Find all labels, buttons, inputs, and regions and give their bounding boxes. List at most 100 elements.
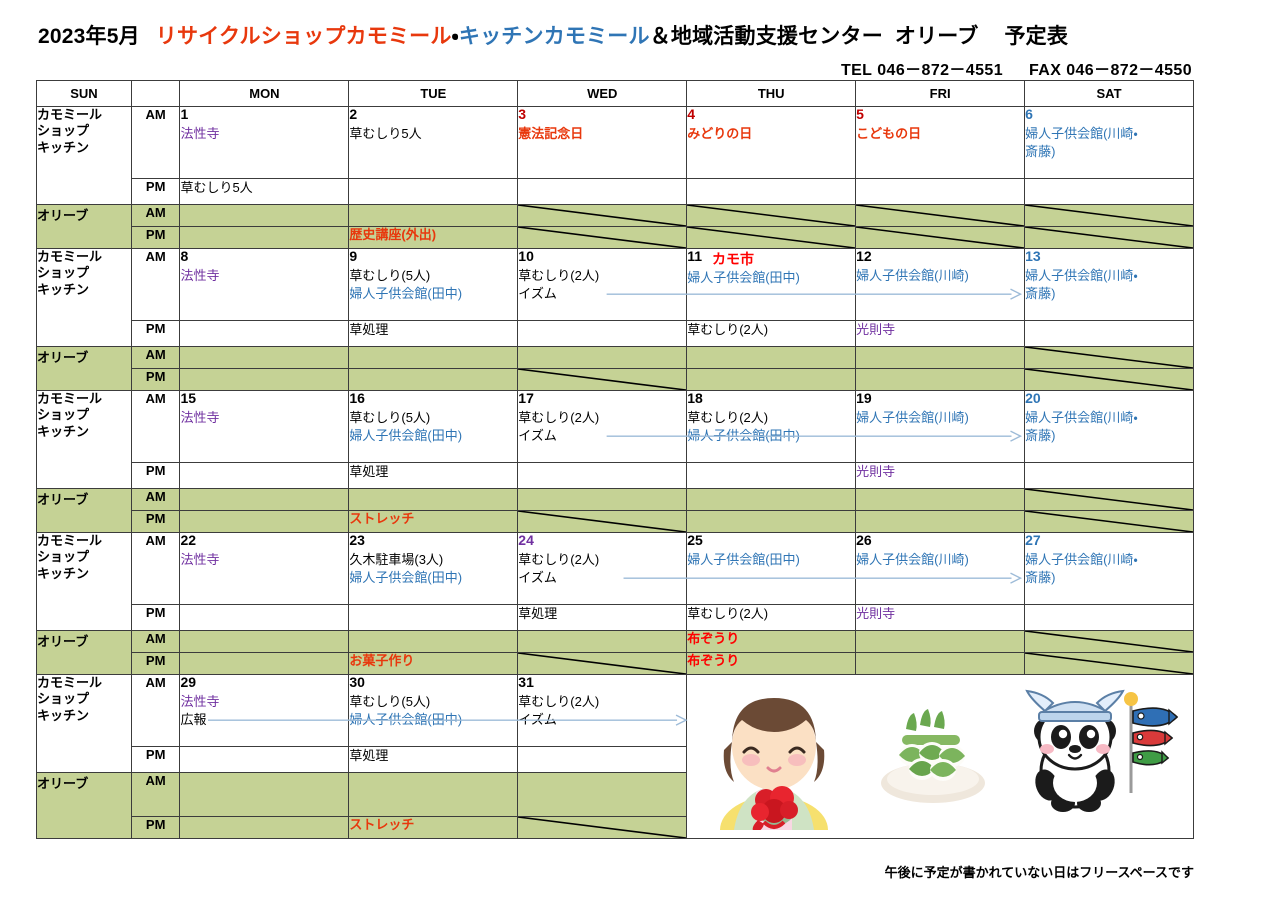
day-cell-am[interactable]: 27 婦人子供会館(川崎・ 斎藤): [1024, 532, 1194, 605]
day-cell-pm[interactable]: [686, 178, 857, 205]
olive-cell-am[interactable]: [348, 772, 519, 817]
day-cell-am[interactable]: 12 婦人子供会館(川崎): [855, 248, 1026, 321]
day-cell-am[interactable]: 11 カモ市 婦人子供会館(田中): [686, 248, 857, 321]
day-cell-am[interactable]: 26 婦人子供会館(川崎): [855, 532, 1026, 605]
day-cell-am[interactable]: 5 こどもの日: [855, 106, 1026, 179]
day-cell-pm[interactable]: 草むしり5人: [179, 178, 350, 205]
olive-cell-pm[interactable]: [517, 226, 688, 249]
olive-cell-am[interactable]: [348, 630, 519, 653]
olive-cell-pm[interactable]: [179, 816, 350, 839]
day-cell-am[interactable]: 8 法性寺: [179, 248, 350, 321]
day-cell-pm[interactable]: [517, 320, 688, 347]
olive-cell-am[interactable]: [348, 488, 519, 511]
olive-cell-am[interactable]: 布ぞうり: [686, 630, 857, 653]
olive-cell-am[interactable]: [517, 772, 688, 817]
olive-cell-pm[interactable]: [517, 652, 688, 675]
olive-cell-pm[interactable]: [1024, 226, 1194, 249]
day-cell-pm[interactable]: 草むしり(2人): [686, 320, 857, 347]
olive-cell-pm[interactable]: [855, 652, 1026, 675]
olive-cell-am[interactable]: [517, 630, 688, 653]
olive-cell-am[interactable]: [855, 204, 1026, 227]
day-cell-pm[interactable]: [179, 604, 350, 631]
olive-cell-pm[interactable]: [179, 226, 350, 249]
olive-cell-pm[interactable]: 布ぞうり: [686, 652, 857, 675]
olive-cell-am[interactable]: [686, 488, 857, 511]
olive-cell-am[interactable]: [348, 204, 519, 227]
day-cell-pm[interactable]: [1024, 178, 1194, 205]
olive-cell-pm[interactable]: [686, 226, 857, 249]
olive-cell-pm[interactable]: [517, 368, 688, 391]
day-cell-am[interactable]: 31 草むしり(2人) イズム: [517, 674, 688, 747]
day-cell-am[interactable]: 16 草むしり(5人) 婦人子供会館(田中): [348, 390, 519, 463]
day-cell-pm[interactable]: 光則寺: [855, 604, 1026, 631]
olive-cell-pm[interactable]: 歴史講座(外出): [348, 226, 519, 249]
day-cell-am[interactable]: 17 草むしり(2人) イズム: [517, 390, 688, 463]
olive-cell-am[interactable]: [517, 346, 688, 369]
day-cell-am[interactable]: 2 草むしり5人: [348, 106, 519, 179]
olive-cell-am[interactable]: [517, 204, 688, 227]
olive-cell-pm[interactable]: [348, 368, 519, 391]
day-cell-am[interactable]: 18 草むしり(2人) 婦人子供会館(田中): [686, 390, 857, 463]
day-cell-am[interactable]: 10 草むしり(2人) イズム: [517, 248, 688, 321]
olive-cell-am[interactable]: [517, 488, 688, 511]
olive-cell-am[interactable]: [855, 630, 1026, 653]
day-cell-pm[interactable]: 光則寺: [855, 320, 1026, 347]
day-cell-pm[interactable]: [179, 746, 350, 773]
day-cell-pm[interactable]: 草処理: [348, 462, 519, 489]
olive-cell-am[interactable]: [1024, 630, 1194, 653]
olive-cell-am[interactable]: [179, 346, 350, 369]
day-cell-pm[interactable]: [1024, 604, 1194, 631]
day-cell-am[interactable]: 9 草むしり(5人) 婦人子供会館(田中): [348, 248, 519, 321]
olive-cell-am[interactable]: [1024, 488, 1194, 511]
day-cell-am[interactable]: 19 婦人子供会館(川崎): [855, 390, 1026, 463]
olive-cell-pm[interactable]: ストレッチ: [348, 816, 519, 839]
day-cell-pm[interactable]: 草処理: [348, 746, 519, 773]
day-cell-pm[interactable]: 草処理: [348, 320, 519, 347]
day-cell-pm[interactable]: [855, 178, 1026, 205]
day-cell-pm[interactable]: [1024, 320, 1194, 347]
olive-cell-am[interactable]: [1024, 346, 1194, 369]
olive-cell-pm[interactable]: [855, 226, 1026, 249]
day-cell-am[interactable]: 4 みどりの日: [686, 106, 857, 179]
olive-cell-pm[interactable]: ストレッチ: [348, 510, 519, 533]
day-cell-pm[interactable]: [517, 462, 688, 489]
olive-cell-pm[interactable]: [179, 368, 350, 391]
day-cell-pm[interactable]: [686, 462, 857, 489]
day-cell-pm[interactable]: 草むしり(2人): [686, 604, 857, 631]
olive-cell-pm[interactable]: [179, 652, 350, 675]
day-cell-pm[interactable]: 草処理: [517, 604, 688, 631]
day-cell-am[interactable]: 30 草むしり(5人) 婦人子供会館(田中): [348, 674, 519, 747]
olive-cell-pm[interactable]: [1024, 368, 1194, 391]
day-cell-pm[interactable]: [179, 320, 350, 347]
olive-cell-pm[interactable]: [686, 368, 857, 391]
day-cell-am[interactable]: 20 婦人子供会館(川崎・ 斎藤): [1024, 390, 1194, 463]
day-cell-am[interactable]: 1 法性寺: [179, 106, 350, 179]
olive-cell-am[interactable]: [1024, 204, 1194, 227]
day-cell-pm[interactable]: 光則寺: [855, 462, 1026, 489]
olive-cell-am[interactable]: [855, 488, 1026, 511]
olive-cell-am[interactable]: [686, 346, 857, 369]
day-cell-pm[interactable]: [179, 462, 350, 489]
olive-cell-pm[interactable]: [686, 510, 857, 533]
olive-cell-am[interactable]: [855, 346, 1026, 369]
olive-cell-pm[interactable]: [179, 510, 350, 533]
day-cell-am[interactable]: 13 婦人子供会館(川崎・ 斎藤): [1024, 248, 1194, 321]
day-cell-am[interactable]: 24 草むしり(2人) イズム: [517, 532, 688, 605]
olive-cell-am[interactable]: [179, 204, 350, 227]
day-cell-pm[interactable]: [517, 178, 688, 205]
day-cell-am[interactable]: 15 法性寺: [179, 390, 350, 463]
olive-cell-pm[interactable]: お菓子作り: [348, 652, 519, 675]
day-cell-pm[interactable]: [517, 746, 688, 773]
olive-cell-pm[interactable]: [1024, 652, 1194, 675]
day-cell-pm[interactable]: [348, 178, 519, 205]
day-cell-am[interactable]: 25 婦人子供会館(田中): [686, 532, 857, 605]
day-cell-am[interactable]: 6 婦人子供会館(川崎・ 斎藤): [1024, 106, 1194, 179]
day-cell-am[interactable]: 29 法性寺 広報: [179, 674, 350, 747]
olive-cell-am[interactable]: [179, 488, 350, 511]
olive-cell-am[interactable]: [179, 772, 350, 817]
olive-cell-pm[interactable]: [517, 816, 688, 839]
day-cell-pm[interactable]: [1024, 462, 1194, 489]
olive-cell-am[interactable]: [179, 630, 350, 653]
olive-cell-pm[interactable]: [517, 510, 688, 533]
day-cell-am[interactable]: 22 法性寺: [179, 532, 350, 605]
